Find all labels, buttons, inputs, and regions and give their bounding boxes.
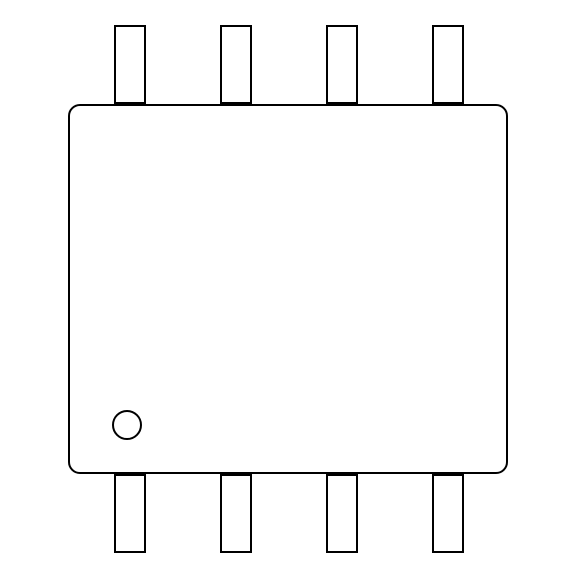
pin-bottom-4	[432, 474, 464, 553]
ic-package-diagram	[0, 0, 570, 570]
pin-top-4	[432, 25, 464, 104]
pin-top-2	[220, 25, 252, 104]
pin-bottom-3	[326, 474, 358, 553]
pin-bottom-2	[220, 474, 252, 553]
pin-top-1	[114, 25, 146, 104]
pin1-marker-dot	[112, 410, 142, 440]
pin-bottom-1	[114, 474, 146, 553]
pin-top-3	[326, 25, 358, 104]
